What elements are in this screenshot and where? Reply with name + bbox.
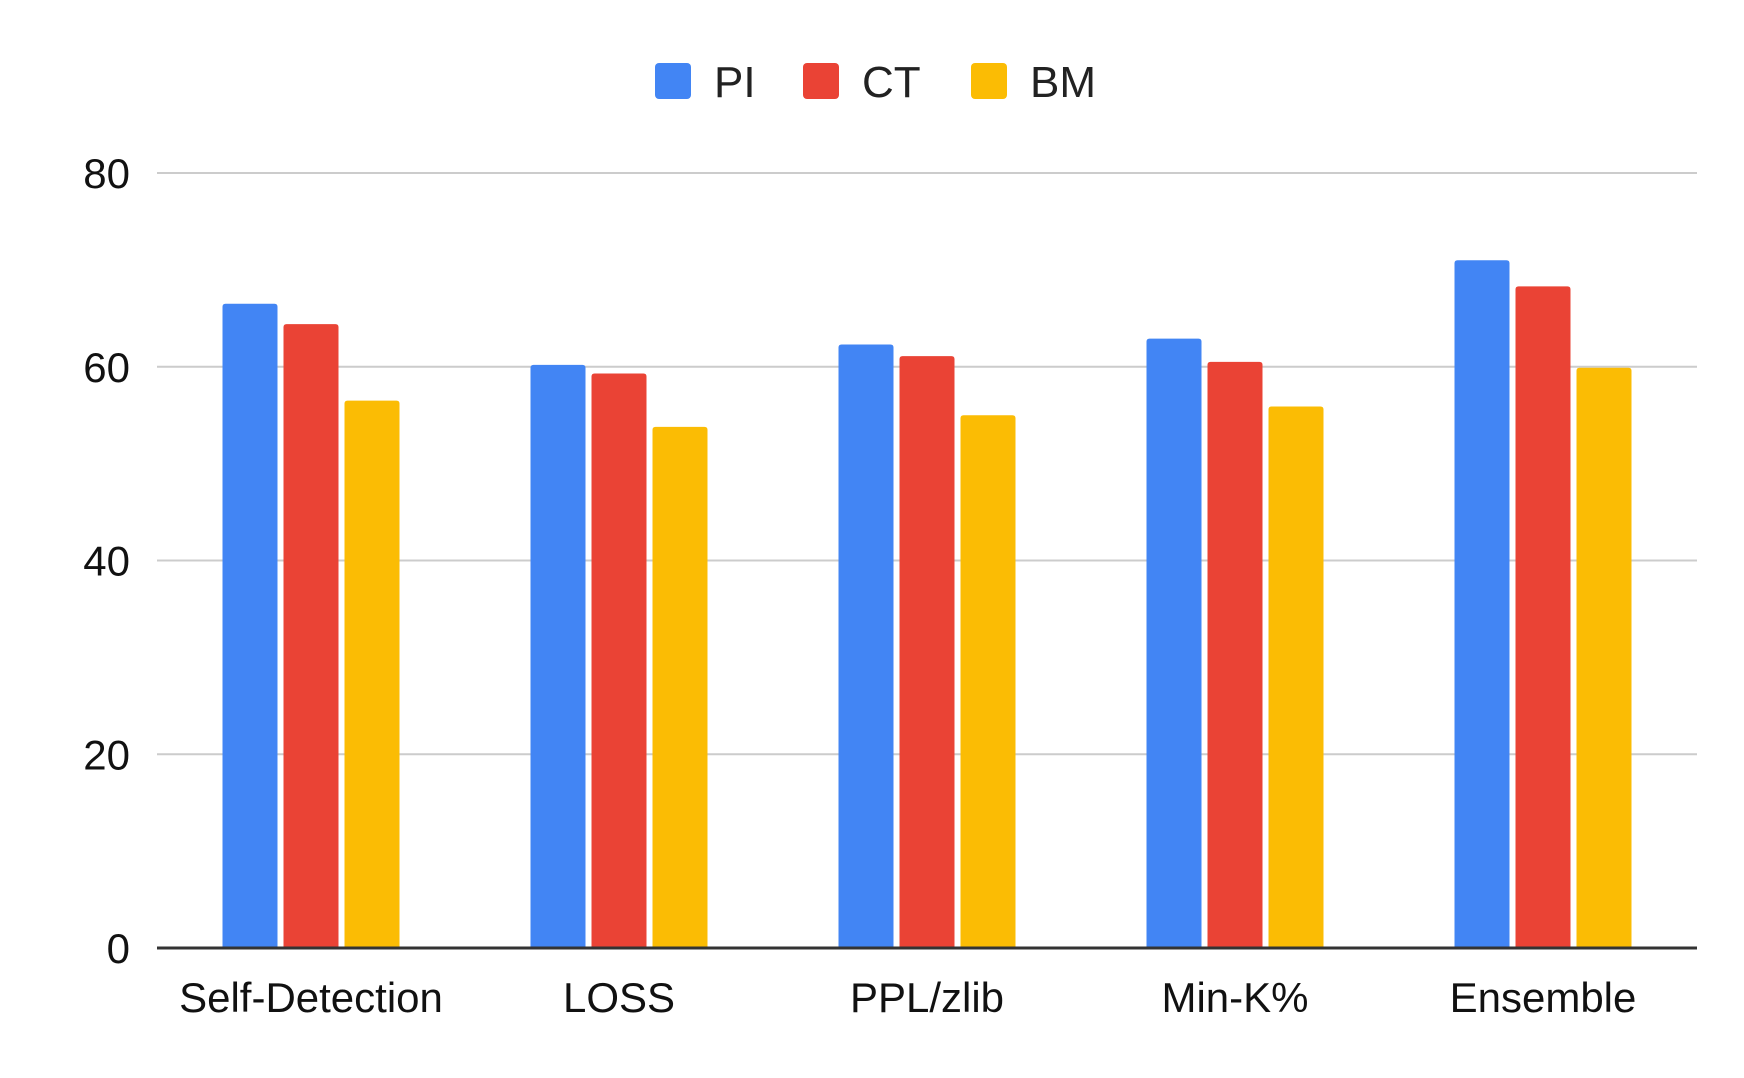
bar-ct [1207, 361, 1263, 948]
y-tick-label: 40 [83, 538, 130, 585]
bar-pi [1146, 338, 1202, 948]
bar-pi [1454, 260, 1510, 948]
y-tick-label: 80 [83, 150, 130, 197]
bar-bm [960, 415, 1016, 948]
bar-bm [1576, 367, 1632, 948]
legend-swatch-bm [971, 63, 1007, 99]
legend-swatch-pi [655, 63, 691, 99]
x-category-label: Self-Detection [179, 974, 443, 1021]
bar-ct [1515, 286, 1571, 948]
x-category-label: PPL/zlib [850, 974, 1004, 1021]
bar-ct [591, 373, 647, 948]
bar-bm [344, 400, 400, 948]
y-tick-label: 0 [107, 925, 130, 972]
y-axis-ticks: 0 20 40 60 80 [83, 150, 130, 972]
bar-pi [838, 344, 894, 948]
legend-label-ct: CT [862, 58, 921, 107]
bar-bm [1268, 406, 1324, 948]
y-tick-label: 60 [83, 344, 130, 391]
bar-ct [283, 324, 339, 948]
legend: PI CT BM [655, 58, 1096, 107]
legend-label-pi: PI [714, 58, 756, 107]
y-tick-label: 20 [83, 731, 130, 778]
legend-swatch-ct [803, 63, 839, 99]
bars [222, 260, 1632, 948]
legend-label-bm: BM [1030, 58, 1096, 107]
bar-pi [222, 303, 278, 948]
bar-pi [530, 364, 586, 948]
x-category-label: Min-K% [1161, 974, 1308, 1021]
x-category-label: LOSS [563, 974, 675, 1021]
x-axis-categories: Self-Detection LOSS PPL/zlib Min-K% Ensemble [179, 974, 1636, 1021]
bar-bm [652, 426, 708, 948]
bar-ct [899, 356, 955, 948]
x-category-label: Ensemble [1450, 974, 1637, 1021]
